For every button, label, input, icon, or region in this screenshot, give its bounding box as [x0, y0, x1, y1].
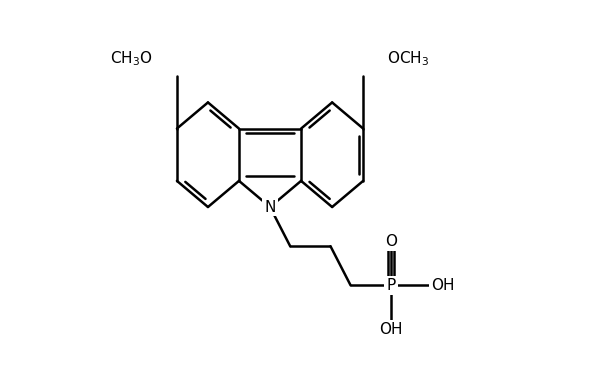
Text: P: P	[386, 278, 395, 293]
Text: CH$_3$O: CH$_3$O	[110, 49, 153, 68]
Text: N: N	[265, 200, 276, 215]
Text: OH: OH	[431, 278, 455, 293]
Text: OH: OH	[379, 322, 403, 337]
Text: O: O	[385, 234, 397, 249]
Text: OCH$_3$: OCH$_3$	[387, 49, 429, 68]
